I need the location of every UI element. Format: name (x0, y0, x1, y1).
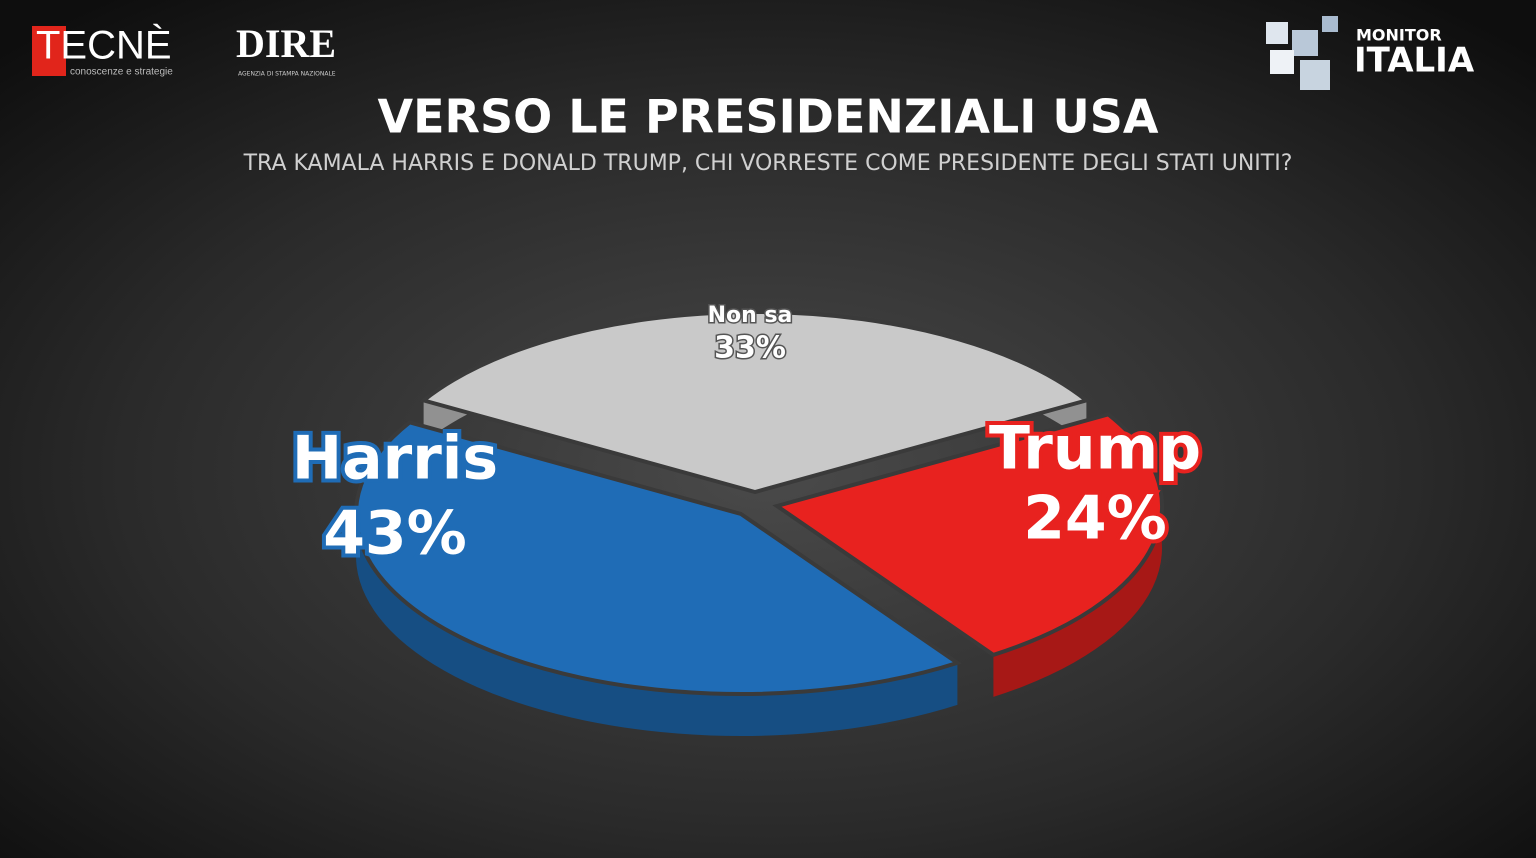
pie (354, 310, 1164, 737)
logo-text: TECNÈ (36, 23, 172, 68)
slice-side (993, 414, 1162, 697)
logo-tagline: conoscenze e strategie (70, 67, 173, 78)
value-label: 33% (714, 331, 786, 366)
logo-icon (1266, 16, 1338, 90)
slice (419, 310, 1091, 495)
chart-title: VERSO LE PRESIDENZIALI USA (378, 90, 1159, 144)
logo-tagline: AGENZIA DI STAMPA NAZIONALE (238, 71, 336, 78)
logo-text: MONITOR (1356, 26, 1442, 45)
slice (772, 412, 1164, 658)
slice (354, 420, 962, 696)
chart-subtitle: TRA KAMALA HARRIS E DONALD TRUMP, CHI VO… (243, 151, 1293, 176)
logo-mark (32, 26, 66, 76)
logo-text: ITALIA (1354, 41, 1475, 81)
slice-label: Non sa (708, 303, 793, 328)
value-label: 24% (1023, 484, 1167, 554)
slice-label: Trump (989, 414, 1201, 484)
logo-text: DIRE (236, 21, 336, 66)
slice-label: Harris (292, 424, 498, 494)
value-label: 43% (323, 499, 467, 569)
